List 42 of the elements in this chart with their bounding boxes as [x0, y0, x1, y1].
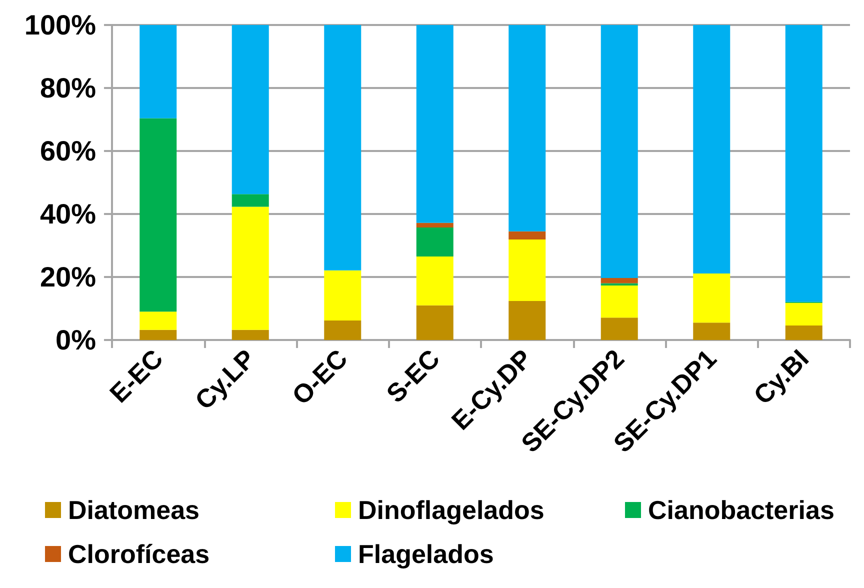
bar	[232, 194, 269, 207]
y-tick-label: 60%	[40, 136, 96, 166]
legend-label: Cianobacterias	[648, 495, 834, 525]
bar	[416, 256, 454, 306]
bar	[508, 231, 546, 240]
y-tick-label: 80%	[40, 72, 96, 104]
bar	[693, 25, 730, 274]
bar	[232, 25, 269, 194]
y-tick-label: 20%	[40, 262, 96, 292]
y-tick-label: 0%	[56, 324, 96, 356]
bar	[600, 283, 638, 286]
bar	[324, 25, 362, 270]
bar	[785, 326, 822, 340]
bar	[140, 312, 177, 330]
bar	[785, 302, 822, 326]
bar	[416, 222, 454, 228]
bar	[600, 25, 638, 278]
bar	[140, 330, 177, 340]
legend-label: Dinoflagelados	[358, 495, 544, 525]
bar	[693, 322, 730, 340]
bar	[324, 320, 362, 340]
bar	[600, 278, 638, 284]
bar	[508, 300, 546, 340]
bar	[508, 240, 546, 301]
bar	[785, 25, 822, 302]
y-tick-label: 40%	[40, 198, 96, 230]
bar	[140, 118, 177, 312]
bar	[324, 270, 362, 320]
bar	[416, 25, 454, 223]
bar	[600, 318, 638, 340]
bar	[232, 330, 269, 340]
bar	[416, 228, 454, 257]
bar	[232, 206, 269, 330]
bar	[693, 274, 730, 323]
legend-label: Diatomeas	[68, 495, 200, 525]
bar	[508, 25, 546, 232]
legend-label: Flagelados	[358, 539, 494, 569]
y-tick-label: 100%	[24, 10, 96, 40]
bar	[140, 25, 177, 118]
bar	[600, 286, 638, 318]
bar	[416, 305, 454, 340]
legend-label: Clorofíceas	[68, 539, 210, 569]
